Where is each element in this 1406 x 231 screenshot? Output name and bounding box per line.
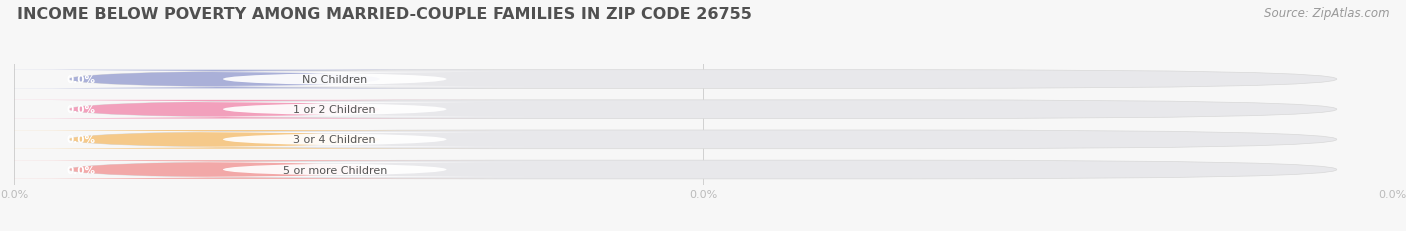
Text: 1 or 2 Children: 1 or 2 Children <box>294 105 375 115</box>
Text: INCOME BELOW POVERTY AMONG MARRIED-COUPLE FAMILIES IN ZIP CODE 26755: INCOME BELOW POVERTY AMONG MARRIED-COUPL… <box>17 7 752 22</box>
Text: 0.0%: 0.0% <box>66 135 96 145</box>
Text: 0.0%: 0.0% <box>66 105 96 115</box>
FancyBboxPatch shape <box>69 131 1337 149</box>
Text: Source: ZipAtlas.com: Source: ZipAtlas.com <box>1264 7 1389 20</box>
FancyBboxPatch shape <box>69 100 1337 119</box>
Text: 0.0%: 0.0% <box>66 75 96 85</box>
Text: 0.0%: 0.0% <box>66 165 96 175</box>
Text: 5 or more Children: 5 or more Children <box>283 165 387 175</box>
FancyBboxPatch shape <box>0 131 496 149</box>
FancyBboxPatch shape <box>0 100 496 119</box>
FancyBboxPatch shape <box>69 161 1337 179</box>
FancyBboxPatch shape <box>114 133 557 147</box>
FancyBboxPatch shape <box>114 163 557 177</box>
FancyBboxPatch shape <box>69 70 1337 89</box>
FancyBboxPatch shape <box>114 73 557 87</box>
FancyBboxPatch shape <box>0 161 496 179</box>
Text: No Children: No Children <box>302 75 367 85</box>
FancyBboxPatch shape <box>0 70 496 89</box>
FancyBboxPatch shape <box>114 103 557 117</box>
Text: 3 or 4 Children: 3 or 4 Children <box>294 135 375 145</box>
